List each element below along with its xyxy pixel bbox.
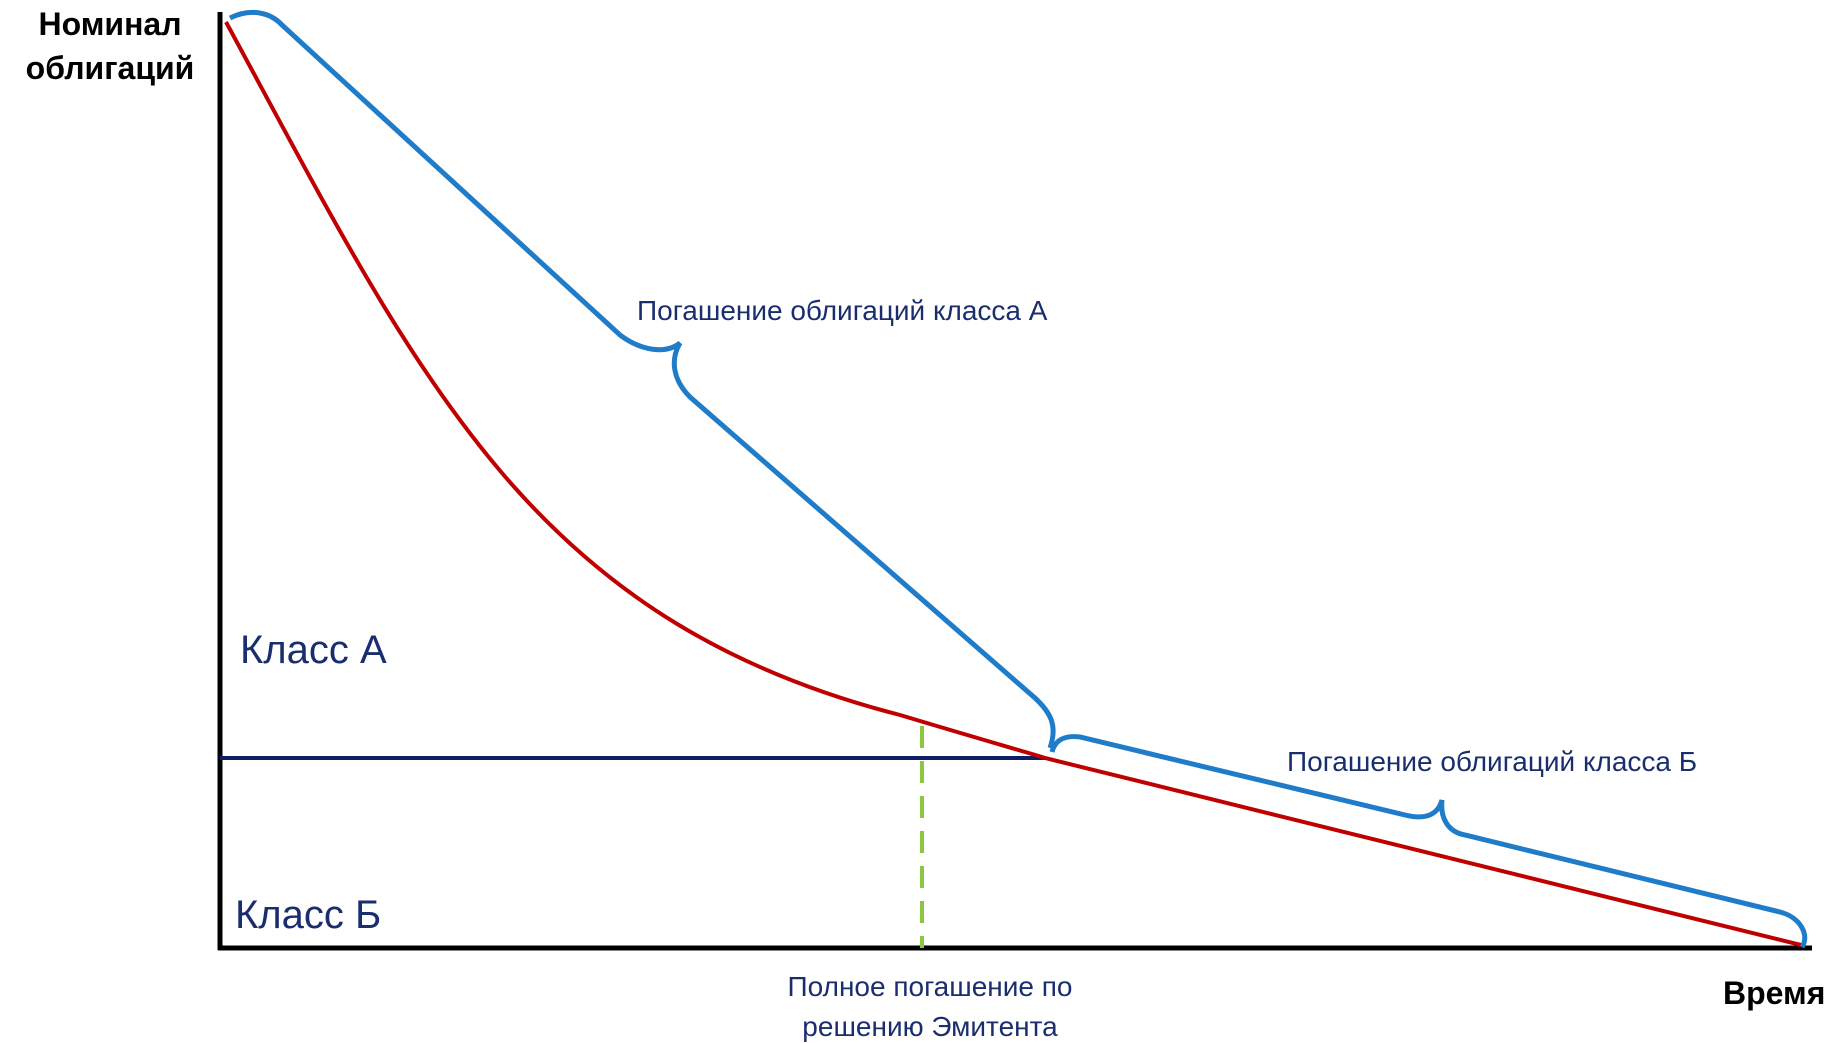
y-axis-label-line2: облигаций: [26, 50, 195, 86]
amortization-curve: [224, 21, 1806, 948]
brace-class-b: [1049, 734, 1808, 949]
class-b-repayment-label: Погашение облигаций класса Б: [1287, 746, 1697, 777]
brace-class-a: [228, 9, 1056, 749]
class-b-label: Класс Б: [235, 893, 381, 937]
x-axis-label: Время: [1723, 975, 1825, 1011]
marker-label-line1: Полное погашение по: [788, 971, 1073, 1002]
y-axis-label-line1: Номинал: [38, 6, 181, 42]
marker-label-line2: решению Эмитента: [802, 1011, 1058, 1042]
class-a-label: Класс А: [240, 628, 387, 672]
class-a-repayment-label: Погашение облигаций класса А: [637, 295, 1048, 326]
